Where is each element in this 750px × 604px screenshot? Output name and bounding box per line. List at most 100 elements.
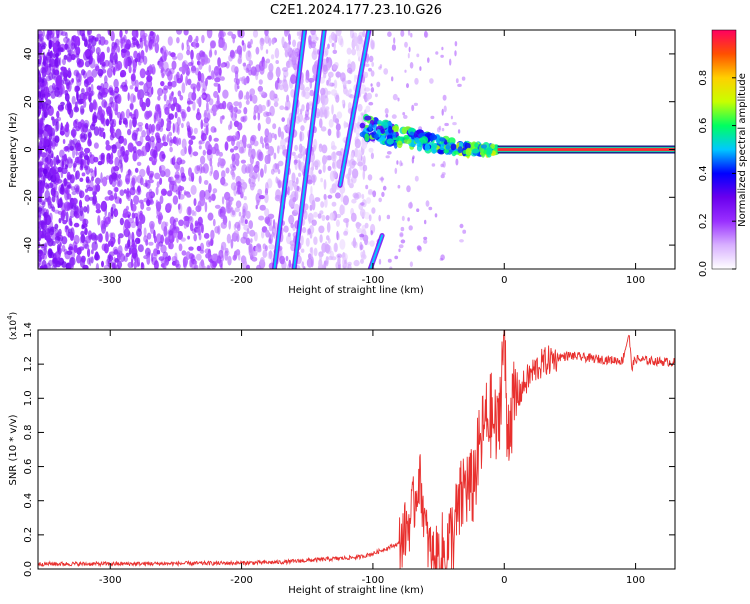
spectrogram-cell [334, 242, 338, 252]
spectrogram-cell [181, 122, 184, 129]
spectrogram-cell [400, 239, 406, 244]
spectrogram-cell [168, 136, 173, 147]
spectrogram-cell [125, 149, 129, 157]
spectrogram-cell [423, 236, 428, 240]
x-tick-label: -300 [99, 575, 122, 586]
y-tick-label: 0 [23, 146, 34, 152]
spectrogram-cell [95, 47, 101, 55]
spectrogram-cell [158, 118, 165, 128]
spectrogram-cell [71, 198, 78, 204]
spectrogram-cell [357, 149, 362, 159]
snr-y-multiplier: (x104) [6, 312, 19, 340]
spectrogram-cell [370, 87, 375, 93]
chart-title: C2E1.2024.177.23.10.G26 [270, 3, 442, 18]
spectrogram-cell [79, 189, 82, 199]
spectrogram-cell [457, 129, 461, 134]
spectrogram-cell [391, 114, 397, 119]
spectrogram-cell [155, 34, 160, 43]
carrier-fluctuation-cell [373, 124, 378, 133]
spectrogram-cell [409, 62, 414, 69]
spectrogram-cell [190, 49, 194, 60]
spectrogram-cell [347, 79, 352, 85]
spectrogram-cell [214, 49, 217, 56]
spectrogram-cell [230, 110, 234, 119]
spectrogram-cell [61, 104, 64, 110]
spectrogram-cell [109, 96, 114, 105]
spectrogram-cell [127, 221, 131, 229]
spectrogram-cell [38, 76, 43, 83]
spectrogram-cell [44, 182, 49, 188]
spectrogram-cell [322, 65, 329, 75]
spectrogram-cell [207, 212, 214, 221]
spectrogram-cell [216, 94, 220, 106]
spectrogram-cell [282, 79, 288, 89]
spectrogram-cell [331, 42, 335, 48]
spectrogram-cell [398, 248, 401, 253]
spectrogram-cell [136, 161, 142, 166]
spectrogram-cell [280, 138, 286, 147]
spectrogram-cell [192, 86, 196, 94]
spectrogram-cell [198, 163, 203, 174]
spectrogram-cell [46, 51, 51, 57]
spectrogram-cell [100, 200, 108, 212]
spectrogram-cell [95, 177, 101, 185]
carrier-fluctuation-cell [486, 146, 493, 155]
spectrogram-cell [252, 30, 259, 38]
spectrogram-cell [113, 192, 118, 200]
spectrogram-cell [119, 30, 123, 38]
spectrogram-cell [196, 245, 202, 252]
spectrogram-cell [255, 192, 261, 204]
spectrogram-cell [330, 140, 336, 149]
spectrogram-cell [57, 203, 60, 209]
spectrogram-cell [299, 131, 303, 142]
spectrogram-cell [235, 158, 240, 167]
spectrogram-cell [407, 30, 411, 36]
spectrogram-cell [76, 71, 79, 78]
spectrogram-cell [71, 190, 77, 196]
snr-x-axis-label: Height of straight line (km) [288, 585, 424, 596]
y-tick-label: 0.0 [23, 561, 34, 577]
spectrogram-cell [148, 138, 152, 149]
spectrogram-cell [240, 159, 246, 164]
spectrogram-cell [134, 167, 139, 173]
spectrogram-cell [158, 61, 164, 70]
spectrogram-cell [136, 149, 142, 154]
spectrogram-cell [162, 133, 167, 143]
spectrogram-x-ticks: -300 -200 -100 0 100 [99, 30, 645, 286]
spectrogram-cell [205, 253, 211, 259]
spectrogram-cell [85, 164, 88, 170]
spectrogram-cell [109, 133, 114, 141]
spectrogram-cell [213, 90, 219, 99]
spectrogram-cell [55, 236, 61, 241]
spectrogram-cell [130, 73, 136, 82]
spectrogram-cell [139, 168, 146, 178]
spectrogram-cell [98, 126, 102, 137]
spectrogram-cell [177, 124, 180, 135]
spectrogram-cell [45, 61, 49, 69]
spectrogram-cell [73, 160, 78, 168]
spectrogram-cell [406, 83, 409, 89]
spectrogram-cell [258, 79, 263, 85]
spectrogram-cell [166, 190, 173, 197]
diagonal-streak-core [369, 234, 384, 269]
spectrogram-cell [133, 109, 137, 119]
spectrogram-cell [43, 173, 46, 183]
spectrogram-cell [127, 142, 134, 153]
spectrogram-cell [362, 234, 369, 242]
spectrogram-cell [182, 256, 188, 267]
spectrogram-cell [105, 231, 109, 243]
spectrogram-cell [155, 132, 160, 139]
spectrogram-cell [103, 81, 109, 90]
spectrogram-cell [168, 230, 174, 236]
spectrogram-cell [366, 92, 372, 100]
spectrogram-cell [188, 144, 192, 155]
spectrogram-cell [44, 242, 48, 248]
spectrogram-cell [181, 111, 187, 119]
spectrogram-cell [218, 151, 223, 157]
snr-y-ticks: 0.0 0.2 0.4 0.6 0.8 1.0 1.2 1.4 [23, 322, 675, 577]
spectrogram-cell [157, 95, 161, 101]
carrier-fluctuation-cell [392, 131, 397, 138]
spectrogram-cell [331, 183, 337, 194]
spectrogram-cell [229, 148, 235, 153]
spectrogram-cell [117, 45, 120, 53]
